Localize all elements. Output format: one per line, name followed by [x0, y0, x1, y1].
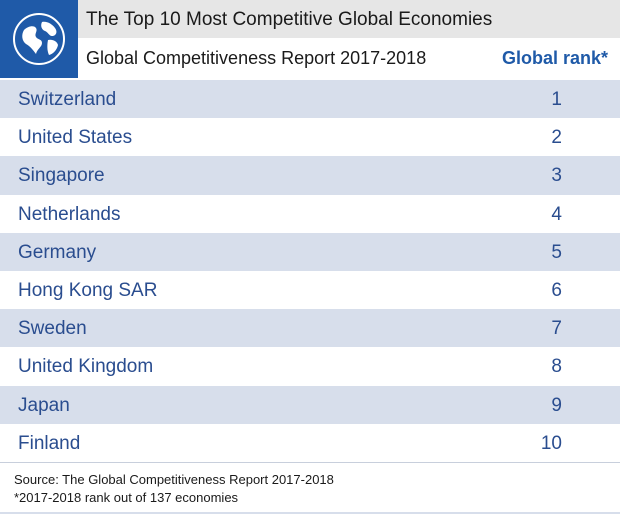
country-name: Japan — [18, 394, 70, 416]
subtitle-bar: Global Competitiveness Report 2017-2018 … — [78, 38, 620, 78]
table-row: Japan 9 — [0, 385, 620, 424]
country-name: Hong Kong SAR — [18, 279, 158, 301]
table-row: United States 2 — [0, 118, 620, 156]
rank-value: 9 — [551, 394, 562, 416]
table-row: United Kingdom 8 — [0, 347, 620, 385]
globe-icon — [13, 13, 65, 65]
country-name: Sweden — [18, 318, 87, 340]
table-row: Switzerland 1 — [0, 80, 620, 119]
rank-value: 6 — [551, 279, 562, 301]
bottom-rule — [0, 512, 620, 514]
country-name: Germany — [18, 241, 97, 263]
footer-divider — [0, 462, 620, 463]
country-name: Finland — [18, 432, 81, 454]
table-row: Sweden 7 — [0, 309, 620, 348]
page-title: The Top 10 Most Competitive Global Econo… — [86, 9, 493, 30]
rank-value: 4 — [551, 203, 562, 225]
table-row: Singapore 3 — [0, 156, 620, 195]
rank-value: 7 — [551, 318, 562, 340]
logo-badge — [0, 0, 78, 78]
table-row: Finland 10 — [0, 424, 620, 462]
table-row: Hong Kong SAR 6 — [0, 271, 620, 309]
title-bar: The Top 10 Most Competitive Global Econo… — [78, 0, 620, 38]
ranking-table: Switzerland 1 United States 2 Singapore … — [0, 80, 620, 462]
report-subtitle: Global Competitiveness Report 2017-2018 — [86, 48, 427, 68]
country-name: United States — [18, 127, 133, 149]
rank-value: 5 — [551, 241, 562, 263]
rank-value: 1 — [551, 89, 562, 110]
country-name: Netherlands — [18, 203, 121, 225]
table-row: Germany 5 — [0, 232, 620, 271]
table-row: Netherlands 4 — [0, 195, 620, 233]
rank-value: 10 — [540, 432, 562, 454]
rank-value: 2 — [551, 127, 562, 149]
source-note: Source: The Global Competitiveness Repor… — [14, 472, 334, 487]
country-name: Singapore — [18, 165, 105, 187]
rank-value: 3 — [551, 165, 562, 187]
rank-column-header: Global rank* — [501, 48, 608, 68]
country-name: United Kingdom — [18, 356, 154, 378]
country-name: Switzerland — [18, 89, 117, 110]
rank-value: 8 — [551, 356, 562, 378]
footnote: *2017-2018 rank out of 137 economies — [14, 490, 239, 505]
